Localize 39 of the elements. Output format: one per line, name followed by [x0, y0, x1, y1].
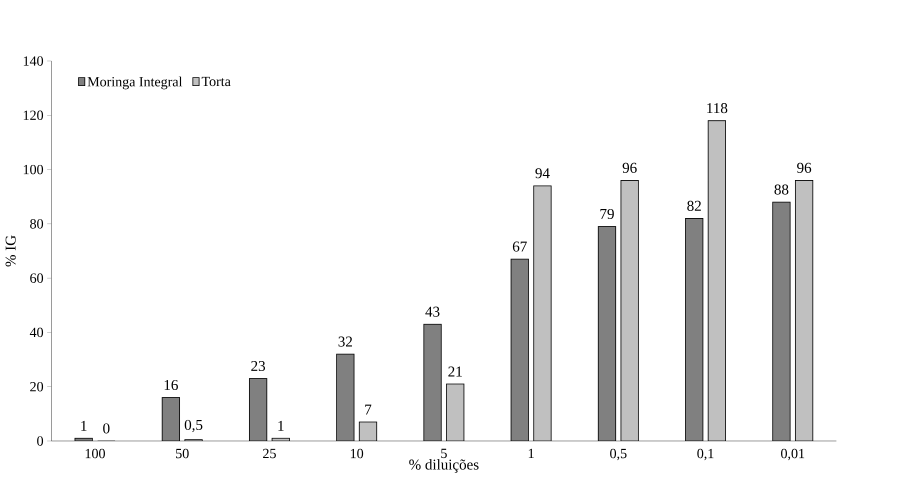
y-tick-label: 20 [30, 382, 44, 392]
data-label: 82 [687, 200, 701, 211]
y-axis-title: % IG [6, 235, 16, 267]
y-tick-label: 140 [24, 56, 44, 66]
data-label: 32 [338, 336, 352, 347]
legend-label: Torta [202, 76, 231, 86]
x-tick-label: 100 [86, 448, 105, 458]
data-label: 1 [81, 420, 87, 431]
data-label: 7 [365, 404, 372, 414]
data-label: 1 [278, 420, 284, 431]
data-label: 0 [103, 423, 110, 434]
y-tick-label: 120 [24, 110, 44, 120]
data-label: 96 [797, 162, 812, 173]
data-label: 96 [622, 162, 637, 173]
data-label: 88 [774, 184, 788, 195]
x-tick-label: 5 [441, 448, 447, 458]
y-tick-label: 80 [30, 219, 44, 229]
x-tick-label: 0,1 [697, 448, 714, 460]
x-tick-label: 25 [263, 448, 276, 458]
y-tick-label: 0 [37, 436, 44, 446]
x-tick-label: 0,5 [610, 448, 627, 460]
x-tick-label: 10 [350, 448, 364, 458]
y-tick-label: 60 [30, 273, 44, 283]
data-label: 21 [448, 366, 462, 376]
data-label: 94 [535, 168, 550, 178]
y-tick-label: 40 [30, 328, 44, 338]
x-tick-label: 1 [528, 448, 534, 458]
data-label: 67 [512, 242, 527, 252]
legend-label: Moringa Integral [88, 76, 182, 90]
x-axis-title: % diluições [409, 459, 479, 473]
data-label: 43 [425, 306, 440, 317]
data-label: 0,5 [184, 420, 202, 432]
x-tick-label: 50 [176, 448, 189, 458]
data-label: 118 [707, 103, 728, 114]
x-tick-label: 0,01 [781, 448, 804, 460]
y-tick-label: 100 [24, 164, 44, 174]
data-label: 79 [600, 208, 614, 220]
data-label: 16 [164, 380, 178, 390]
data-label: 23 [251, 360, 266, 372]
